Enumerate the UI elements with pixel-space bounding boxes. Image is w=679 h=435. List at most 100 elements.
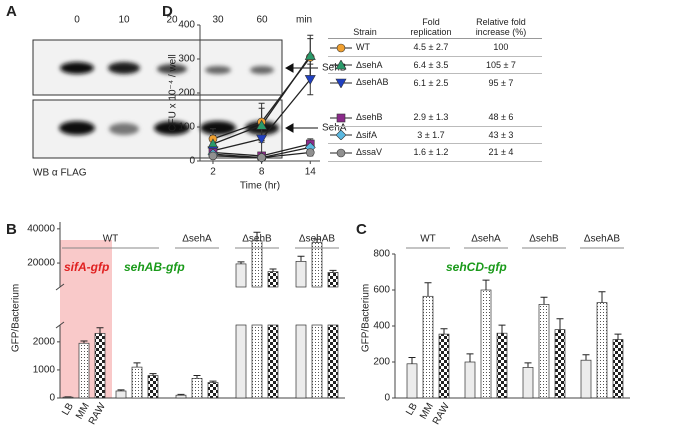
blot-box	[32, 39, 283, 96]
bar	[235, 263, 247, 288]
y-tick-label: 600	[373, 285, 390, 296]
error-bar	[149, 373, 157, 376]
y-tick-label: 200	[178, 88, 195, 99]
bar	[406, 363, 418, 399]
y-tick-label: 200	[373, 357, 390, 368]
bar	[496, 332, 508, 399]
table-cell: 4.5 ± 2.7	[402, 38, 460, 57]
bar	[295, 260, 307, 288]
table-row: ΔsehAB 6.1 ± 2.5 95 ± 7	[328, 73, 542, 101]
panel-label: A	[6, 3, 17, 20]
panel-label: D	[162, 3, 173, 20]
column-header: Strain	[328, 16, 402, 39]
bar	[422, 295, 434, 399]
arrow	[284, 63, 318, 133]
legend-swatch	[330, 59, 352, 70]
error-bar	[269, 268, 277, 272]
error-bar	[582, 354, 590, 361]
error-bar	[540, 296, 548, 305]
legend-swatch	[330, 129, 352, 141]
data-point	[305, 148, 315, 157]
bar	[538, 304, 550, 399]
data-point	[304, 49, 316, 60]
table-cell: 48 ± 6	[459, 90, 542, 127]
annotation: sehAB-gfp	[124, 260, 185, 274]
legend-marker	[335, 59, 347, 70]
group-label: WT	[103, 234, 119, 245]
strain-table: Strain Fold replication Relative fold incr…	[328, 16, 542, 162]
y-axis-label: CFU x 10⁻⁴ / well	[168, 54, 179, 131]
table-cell: 1.6 ± 1.2	[402, 143, 460, 162]
table-cell: 3 ± 1.7	[402, 126, 460, 145]
legend-label: ΔsehAB	[356, 77, 389, 88]
table-row: ΔsifA 3 ± 1.7 43 ± 3	[328, 126, 542, 145]
bar	[175, 394, 187, 399]
table-cell: 6.4 ± 3.5	[402, 56, 460, 75]
timepoint: 20	[166, 15, 178, 26]
axis-break	[55, 283, 65, 329]
legend-swatch	[330, 113, 352, 122]
y-tick-label: 40000	[27, 223, 55, 234]
bar	[191, 377, 203, 399]
error-bar	[253, 231, 261, 241]
column-header: Fold replication	[402, 16, 460, 39]
table-cell: 2.9 ± 1.3	[402, 90, 460, 127]
x-tick-label: 2	[210, 167, 216, 178]
timepoint: 10	[118, 15, 130, 26]
table-row: WT 4.5 ± 2.7 100	[328, 38, 542, 57]
legend-marker	[335, 78, 347, 89]
bar-segment	[235, 324, 247, 399]
bar-segment	[327, 324, 339, 399]
timepoint: 0	[74, 15, 80, 26]
bar	[580, 359, 592, 399]
legend-marker	[335, 129, 347, 141]
group-label: ΔsehAB	[299, 234, 335, 245]
timepoint: 30	[212, 15, 224, 26]
legend-entry: ΔsehB	[328, 90, 402, 127]
group-label: ΔsehA	[182, 234, 212, 245]
annotation: sehCD-gfp	[446, 260, 507, 274]
table-cell: 100	[459, 38, 542, 57]
error-bar	[80, 340, 88, 344]
error-bar	[117, 389, 125, 391]
error-bar	[133, 362, 141, 368]
bar-segment	[251, 324, 263, 399]
legend-label: ΔsehB	[356, 111, 383, 122]
bar	[147, 375, 159, 399]
table-cell: 105 ± 7	[459, 56, 542, 75]
detection-label: WB α FLAG	[33, 168, 87, 179]
x-tick-label: LB	[404, 401, 420, 417]
data-point	[208, 151, 218, 161]
legend-marker	[336, 43, 346, 52]
error-bar	[193, 375, 201, 379]
legend-swatch	[330, 78, 352, 89]
error-bar	[177, 393, 185, 396]
y-tick-label: 20000	[27, 258, 55, 269]
y-tick-label: 800	[373, 249, 390, 260]
error-bar	[96, 327, 104, 334]
legend-swatch	[330, 43, 352, 52]
x-tick-label: 14	[305, 167, 317, 178]
bar	[480, 289, 492, 399]
timepoint: 60	[256, 15, 268, 26]
y-tick-label: 1000	[33, 365, 56, 376]
group-label: ΔsehAB	[584, 234, 620, 245]
data-point	[256, 119, 268, 130]
bar	[131, 366, 143, 399]
x-axis-label: Time (hr)	[240, 181, 280, 192]
y-tick-label: 0	[384, 393, 390, 404]
error-bar	[598, 291, 606, 303]
error-bar	[556, 318, 564, 330]
x-tick-label: LB	[60, 401, 76, 417]
legend-entry: ΔsifA	[328, 126, 402, 145]
legend-entry: ΔsehA	[328, 56, 402, 75]
data-point	[256, 134, 268, 145]
error-bar	[482, 279, 490, 290]
legend-label: ΔssaV	[356, 147, 383, 158]
bar	[311, 242, 323, 288]
error-bar	[313, 238, 321, 243]
y-tick-label: 2000	[33, 336, 56, 347]
group-label: ΔsehB	[242, 234, 272, 245]
error-bar	[237, 261, 245, 264]
